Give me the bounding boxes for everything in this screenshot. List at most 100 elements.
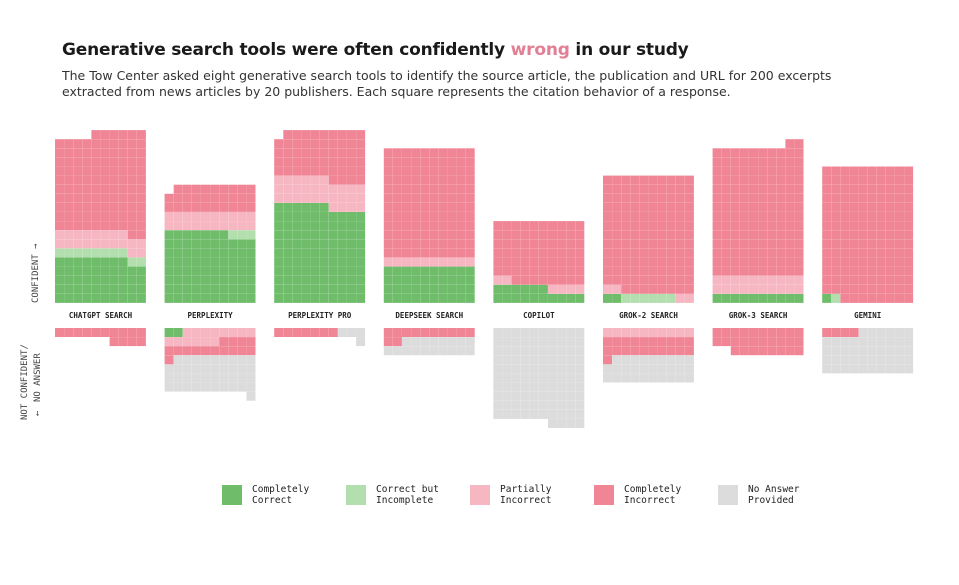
square-confident-completely-incorrect (712, 230, 722, 240)
square-confident-completely-incorrect (885, 184, 895, 194)
square-confident-completely-correct (283, 239, 293, 249)
square-confident-completely-incorrect (712, 175, 722, 185)
square-confident-completely-incorrect (749, 166, 758, 176)
square-confident-completely-incorrect (831, 284, 841, 294)
square-confident-completely-incorrect (758, 175, 768, 185)
square-confident-completely-incorrect (447, 148, 457, 158)
square-confident-completely-correct (73, 257, 83, 267)
square-confident-completely-incorrect (557, 266, 567, 276)
square-confident-completely-incorrect (575, 248, 585, 258)
square-confident-completely-correct (191, 230, 201, 240)
square-confident-partially-incorrect (201, 221, 210, 231)
square-confident-completely-incorrect (392, 221, 402, 231)
square-not-confident-no-answer (822, 346, 832, 356)
square-not-confident-completely-incorrect (758, 328, 768, 337)
square-confident-completely-correct (219, 257, 229, 267)
square-not-confident-no-answer (529, 409, 539, 419)
square-confident-completely-incorrect (630, 193, 640, 203)
square-not-confident-no-answer (895, 346, 904, 356)
square-not-confident-no-answer (447, 346, 457, 356)
square-confident-completely-correct (210, 293, 220, 303)
square-confident-correct-incomplete (64, 248, 74, 258)
square-confident-completely-incorrect (447, 248, 457, 258)
square-confident-completely-incorrect (191, 193, 201, 203)
square-not-confident-no-answer (557, 328, 567, 337)
square-confident-completely-correct (337, 275, 347, 285)
square-not-confident-completely-incorrect (136, 337, 146, 347)
square-confident-completely-correct (292, 202, 302, 212)
square-not-confident-no-answer (612, 373, 622, 383)
square-not-confident-no-answer (538, 382, 548, 392)
square-not-confident-completely-incorrect (82, 328, 92, 337)
square-not-confident-no-answer (493, 391, 503, 401)
square-confident-completely-incorrect (100, 221, 110, 231)
square-confident-partially-incorrect (356, 202, 366, 212)
square-confident-completely-correct (502, 293, 512, 303)
square-confident-completely-incorrect (420, 212, 430, 221)
square-confident-completely-correct (319, 221, 329, 231)
square-confident-completely-incorrect (420, 157, 430, 167)
square-confident-completely-correct (420, 266, 430, 276)
square-confident-completely-incorrect (630, 184, 640, 194)
square-not-confident-no-answer (392, 346, 402, 356)
square-confident-completely-incorrect (785, 139, 795, 149)
square-confident-completely-incorrect (493, 230, 503, 240)
square-not-confident-no-answer (831, 337, 841, 347)
square-confident-completely-incorrect (639, 284, 649, 294)
square-confident-completely-incorrect (55, 212, 64, 221)
square-confident-completely-incorrect (55, 139, 64, 149)
square-confident-completely-incorrect (621, 239, 631, 249)
square-not-confident-no-answer (858, 364, 868, 374)
square-confident-correct-incomplete (657, 293, 667, 303)
square-confident-completely-incorrect (246, 202, 256, 212)
square-confident-completely-correct (310, 212, 320, 221)
square-not-confident-no-answer (411, 346, 421, 356)
square-confident-completely-incorrect (630, 221, 640, 231)
square-confident-partially-incorrect (337, 202, 347, 212)
square-confident-completely-incorrect (447, 193, 457, 203)
square-confident-completely-incorrect (712, 202, 722, 212)
square-confident-completely-correct (337, 230, 347, 240)
square-confident-partially-incorrect (794, 275, 804, 285)
square-confident-completely-correct (237, 284, 247, 294)
square-confident-completely-incorrect (548, 248, 557, 258)
square-confident-completely-incorrect (876, 193, 886, 203)
square-confident-partially-incorrect (730, 284, 740, 294)
square-confident-completely-incorrect (274, 166, 284, 176)
square-not-confident-no-answer (904, 328, 914, 337)
square-confident-completely-incorrect (885, 202, 895, 212)
square-confident-completely-incorrect (730, 148, 740, 158)
square-confident-completely-incorrect (557, 248, 567, 258)
square-confident-partially-incorrect (328, 193, 338, 203)
square-confident-completely-incorrect (603, 193, 612, 203)
square-confident-partially-incorrect (776, 275, 786, 285)
square-not-confident-partially-incorrect (164, 337, 174, 347)
square-not-confident-partially-incorrect (603, 328, 612, 337)
square-confident-completely-incorrect (438, 221, 448, 231)
square-confident-partially-incorrect (246, 221, 256, 231)
square-confident-completely-correct (328, 266, 338, 276)
square-confident-completely-incorrect (82, 148, 92, 158)
square-confident-completely-incorrect (173, 202, 183, 212)
square-not-confident-no-answer (831, 355, 841, 365)
square-confident-completely-incorrect (767, 248, 777, 258)
square-confident-completely-incorrect (383, 193, 393, 203)
square-confident-completely-incorrect (648, 266, 658, 276)
square-confident-completely-correct (438, 284, 448, 294)
square-confident-completely-incorrect (456, 212, 466, 221)
square-confident-completely-correct (301, 221, 311, 231)
square-confident-completely-correct (283, 284, 293, 294)
square-not-confident-completely-incorrect (100, 328, 110, 337)
square-confident-completely-correct (173, 248, 183, 258)
square-confident-completely-correct (356, 266, 366, 276)
square-confident-partially-incorrect (749, 284, 758, 294)
square-confident-completely-incorrect (794, 257, 804, 267)
square-confident-completely-incorrect (612, 239, 622, 249)
square-confident-completely-incorrect (557, 275, 567, 285)
square-not-confident-no-answer (529, 337, 539, 347)
square-confident-completely-incorrect (621, 193, 631, 203)
square-confident-completely-incorrect (885, 248, 895, 258)
square-not-confident-completely-incorrect (730, 337, 740, 347)
square-confident-partially-incorrect (675, 293, 685, 303)
square-confident-partially-incorrect (739, 275, 749, 285)
